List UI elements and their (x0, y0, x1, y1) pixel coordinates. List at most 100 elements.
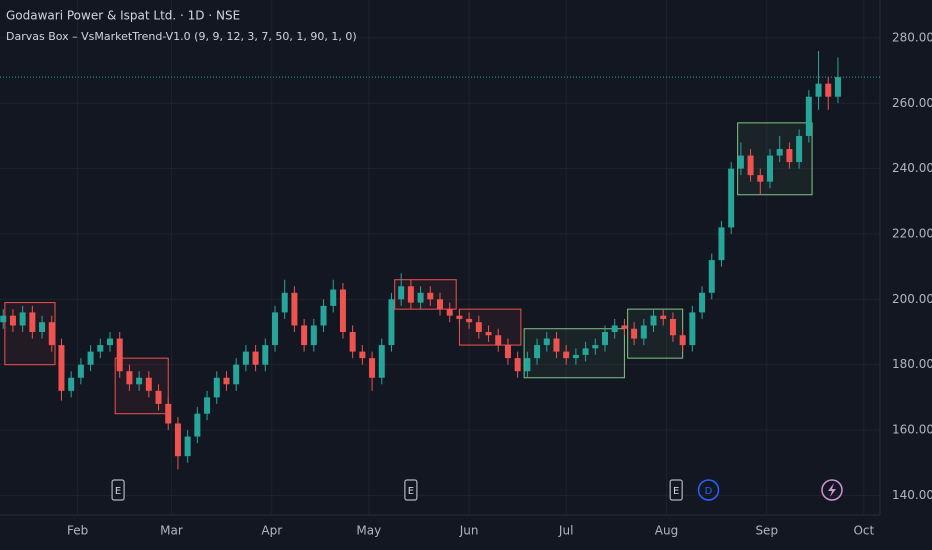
event-label: E (408, 486, 414, 497)
candle-body (446, 309, 453, 316)
candle-body (174, 423, 181, 457)
y-tick-label: 280.00 (892, 30, 932, 44)
candle-body (495, 335, 502, 346)
candle-body (572, 354, 579, 359)
y-tick-label: 140.00 (892, 488, 932, 502)
candle-body (155, 390, 162, 404)
event-marker[interactable]: E (404, 479, 418, 501)
candle-body (58, 345, 65, 391)
candle-body (223, 377, 230, 385)
candle-body (534, 345, 541, 359)
event-box (404, 479, 418, 501)
event-marker[interactable]: E (669, 479, 683, 501)
candle-body (204, 397, 211, 414)
candle-body (77, 364, 84, 378)
candle-body (417, 292, 424, 303)
candle-body (359, 351, 366, 359)
darvas-box (458, 308, 522, 346)
candle-body (116, 338, 123, 372)
candle-body (145, 377, 152, 391)
candle-body (165, 403, 172, 424)
candle-body (291, 292, 298, 326)
candle-body (19, 312, 26, 326)
candle-body (29, 312, 36, 333)
candle-body (388, 299, 395, 346)
candle-body (660, 315, 667, 319)
indicator-label: Darvas Box – VsMarketTrend-V1.0 (9, 9, 1… (6, 30, 357, 43)
candle-body (582, 348, 589, 355)
candle-body (796, 135, 803, 163)
x-tick-label: Aug (655, 524, 678, 538)
candle-body (349, 332, 356, 352)
candle-body (699, 292, 706, 313)
event-icon[interactable] (821, 479, 843, 501)
candle-body (553, 338, 560, 352)
candle-body (301, 325, 308, 346)
candle-body (272, 312, 278, 346)
candle-body (640, 325, 647, 339)
event-box (669, 479, 683, 501)
candle-body (611, 325, 618, 333)
x-tick-label: Sep (755, 524, 778, 538)
y-tick-label: 160.00 (892, 423, 932, 437)
event-circle (821, 479, 843, 501)
candle-body (504, 345, 511, 359)
candle-body (737, 155, 744, 169)
candle-body (456, 315, 463, 319)
candle-body (475, 322, 482, 333)
candle-body (87, 351, 94, 365)
candle-body (9, 315, 16, 326)
candle-body (650, 315, 657, 326)
candle-body (776, 149, 783, 156)
candle-body (184, 436, 191, 457)
candle-body (252, 351, 259, 365)
event-label: D (705, 486, 713, 497)
x-tick-label: Oct (853, 524, 874, 538)
candle-body (39, 322, 46, 333)
event-marker[interactable]: E (111, 479, 125, 501)
candle-body (679, 335, 686, 346)
candle-body (136, 377, 143, 385)
x-tick-label: Jul (558, 524, 573, 538)
candle-body (107, 338, 113, 346)
candle-body (815, 83, 822, 97)
candle-body (378, 345, 385, 378)
candle-body (330, 289, 337, 306)
candle-body (524, 358, 531, 372)
candle-body (757, 175, 764, 182)
candle-body (767, 155, 773, 182)
candle-body (97, 345, 104, 352)
candle-body (437, 299, 443, 310)
candle-body (592, 345, 599, 349)
candle-body (68, 377, 75, 391)
candle-body (213, 377, 220, 398)
candle-body (602, 332, 608, 346)
event-label: E (115, 486, 121, 497)
x-tick-label: Feb (67, 524, 88, 538)
event-box (111, 479, 125, 501)
lightning-icon (828, 483, 836, 497)
y-tick-label: 180.00 (892, 357, 932, 371)
x-tick-label: Mar (160, 524, 183, 538)
y-tick-label: 240.00 (892, 161, 932, 175)
candle-body (485, 332, 492, 336)
candle-body (543, 338, 550, 346)
chart-title: Godawari Power & Ispat Ltd. · 1D · NSE (6, 9, 240, 23)
x-tick-label: Apr (261, 524, 282, 538)
candle-body (242, 351, 249, 365)
candle-body (369, 358, 376, 378)
candle-body (834, 77, 841, 97)
candle-body (786, 149, 793, 163)
candle-body (262, 345, 269, 365)
y-tick-label: 220.00 (892, 226, 932, 240)
event-marker[interactable]: D (697, 479, 720, 501)
candle-body (233, 364, 240, 385)
candle-body (718, 227, 725, 261)
candle-body (427, 292, 434, 300)
plot (0, 50, 880, 470)
event-label: E (673, 486, 679, 497)
x-tick-label: Jun (459, 524, 479, 538)
darvas-box (4, 302, 56, 366)
